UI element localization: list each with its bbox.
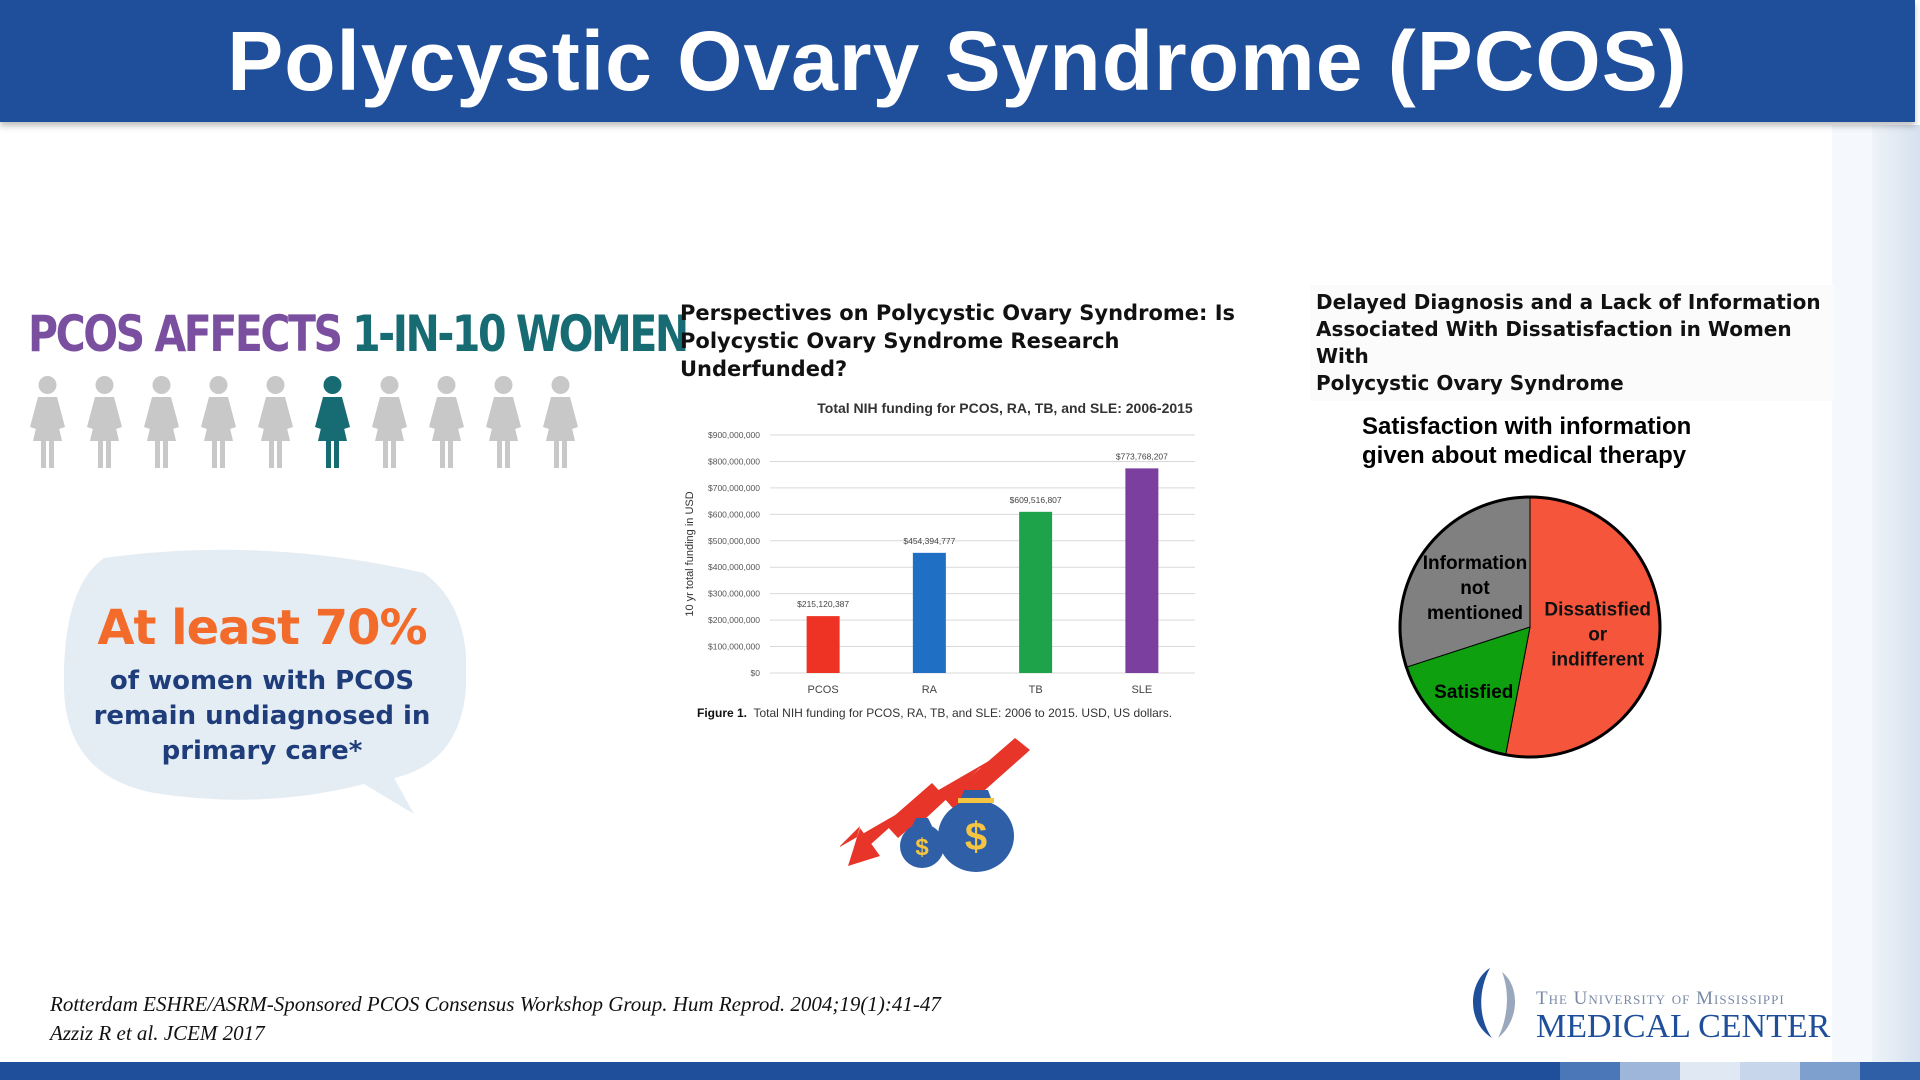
speech-bubble xyxy=(64,549,466,814)
title-banner: Polycystic Ovary Syndrome (PCOS) xyxy=(0,0,1915,122)
satisfaction-title-line: Polycystic Ovary Syndrome xyxy=(1316,371,1624,395)
bar-value-label: $454,394,777 xyxy=(903,536,955,546)
affects-text-teal: 1-IN-10 WOMEN xyxy=(352,305,689,363)
figure-caption: Figure 1. Total NIH funding for PCOS, RA… xyxy=(697,706,1172,720)
logo-university-line: The University of Mississippi xyxy=(1536,988,1785,1009)
figure-label: Figure 1. xyxy=(697,706,748,720)
y-axis-label: 10 yr total funding in USD xyxy=(684,491,696,616)
references: Rotterdam ESHRE/ASRM-Sponsored PCOS Cons… xyxy=(50,990,941,1048)
bubble-line: primary care* xyxy=(161,736,363,766)
bubble-line: remain undiagnosed in xyxy=(93,701,431,731)
y-tick-label: $600,000,000 xyxy=(708,509,760,519)
woman-icon xyxy=(486,376,521,468)
y-tick-label: $500,000,000 xyxy=(708,536,760,546)
bar-value-label: $773,768,207 xyxy=(1116,451,1168,461)
funding-title-line: Perspectives on Polycystic Ovary Syndrom… xyxy=(680,301,1236,325)
woman-icon-highlighted xyxy=(315,376,350,468)
bottom-color-block xyxy=(1860,1062,1920,1080)
pie-slice-label: mentioned xyxy=(1427,603,1523,624)
reference-line: Azziz R et al. JCEM 2017 xyxy=(50,1021,265,1045)
pie-title-line: given about medical therapy xyxy=(1362,442,1687,469)
bottom-color-block xyxy=(1620,1062,1680,1080)
bottom-color-block xyxy=(1800,1062,1860,1080)
bubble-content: At least 70% of women with PCOS remain u… xyxy=(64,600,460,769)
chart-title: Total NIH funding for PCOS, RA, TB, and … xyxy=(817,400,1193,416)
bottom-color-block xyxy=(1680,1062,1740,1080)
bottom-color-block xyxy=(1740,1062,1800,1080)
figure-caption-text: Total NIH funding for PCOS, RA, TB, and … xyxy=(753,706,1173,720)
pie-title-line: Satisfaction with information xyxy=(1362,413,1692,440)
y-tick-label: $200,000,000 xyxy=(708,615,760,625)
woman-icon xyxy=(87,376,122,468)
bottom-bar xyxy=(0,1062,1920,1080)
pie-slice-label: Satisfied xyxy=(1434,682,1513,703)
y-tick-label: $800,000,000 xyxy=(708,456,760,466)
y-tick-label: $400,000,000 xyxy=(708,562,760,572)
bubble-line: of women with PCOS xyxy=(109,666,415,696)
y-tick-label: $700,000,000 xyxy=(708,483,760,493)
satisfaction-article-title: Delayed Diagnosis and a Lack of Informat… xyxy=(1310,285,1834,401)
y-tick-label: $300,000,000 xyxy=(708,589,760,599)
svg-text:$: $ xyxy=(965,815,987,859)
bar-sle xyxy=(1125,468,1159,673)
svg-text:$: $ xyxy=(915,834,929,861)
woman-icon xyxy=(144,376,179,468)
logo-medical-center-line: MEDICAL CENTER xyxy=(1536,1008,1831,1045)
funding-title-line: Polycystic Ovary Syndrome Research Under… xyxy=(680,329,1120,381)
umc-logo-mark xyxy=(1473,968,1516,1038)
y-tick-label: $0 xyxy=(751,668,761,678)
y-tick-label: $900,000,000 xyxy=(708,430,760,440)
women-icon-row xyxy=(26,375,582,470)
background-stripe xyxy=(1872,125,1920,1065)
pie-slice-label: indifferent xyxy=(1551,649,1645,670)
woman-icon xyxy=(201,376,236,468)
satisfaction-pie-chart: Dissatisfied or indifferent Satisfied Inform… xyxy=(1398,495,1662,759)
woman-icon xyxy=(429,376,464,468)
woman-icon xyxy=(372,376,407,468)
slide-title: Polycystic Ovary Syndrome (PCOS) xyxy=(227,13,1688,108)
funding-bar-chart: Total NIH funding for PCOS, RA, TB, and … xyxy=(684,400,1195,696)
woman-icon xyxy=(258,376,293,468)
affects-headline: PCOS AFFECTS 1-IN-10 WOMEN xyxy=(28,305,689,363)
pie-chart-title: Satisfaction with information given abou… xyxy=(1362,412,1702,470)
bar-pcos xyxy=(806,616,840,673)
bar-tb xyxy=(1019,511,1053,673)
reference-line: Rotterdam ESHRE/ASRM-Sponsored PCOS Cons… xyxy=(50,992,941,1016)
x-tick-label: PCOS xyxy=(808,684,839,696)
pie-slice-label: Dissatisfied xyxy=(1544,599,1651,620)
bar-ra xyxy=(912,552,946,673)
bottom-color-blocks xyxy=(1560,1062,1920,1080)
affects-text-purple: PCOS AFFECTS xyxy=(28,305,343,363)
bar-value-label: $609,516,807 xyxy=(1010,495,1062,505)
woman-icon xyxy=(30,376,65,468)
x-tick-label: SLE xyxy=(1131,684,1152,696)
pie-outline xyxy=(1398,495,1662,759)
bubble-headline: At least 70% xyxy=(97,600,427,656)
pie-slice-label: not xyxy=(1460,578,1490,599)
money-decline-icon: $ $ xyxy=(840,738,1030,872)
umc-logo: The University of Mississippi MEDICAL CE… xyxy=(1460,962,1860,1045)
x-tick-label: RA xyxy=(922,684,938,696)
bottom-color-block xyxy=(1560,1062,1620,1080)
x-tick-label: TB xyxy=(1029,684,1043,696)
pie-slice-label: or xyxy=(1588,624,1608,645)
y-tick-label: $100,000,000 xyxy=(708,642,760,652)
satisfaction-title-line: Delayed Diagnosis and a Lack of Informat… xyxy=(1316,290,1821,314)
funding-article-title: Perspectives on Polycystic Ovary Syndrom… xyxy=(680,299,1260,383)
bar-value-label: $215,120,387 xyxy=(797,599,849,609)
satisfaction-title-line: Associated With Dissatisfaction in Women… xyxy=(1316,317,1792,368)
pie-slice-label: Information xyxy=(1423,553,1528,574)
background-stripe xyxy=(1832,125,1872,1065)
woman-icon xyxy=(543,376,578,468)
